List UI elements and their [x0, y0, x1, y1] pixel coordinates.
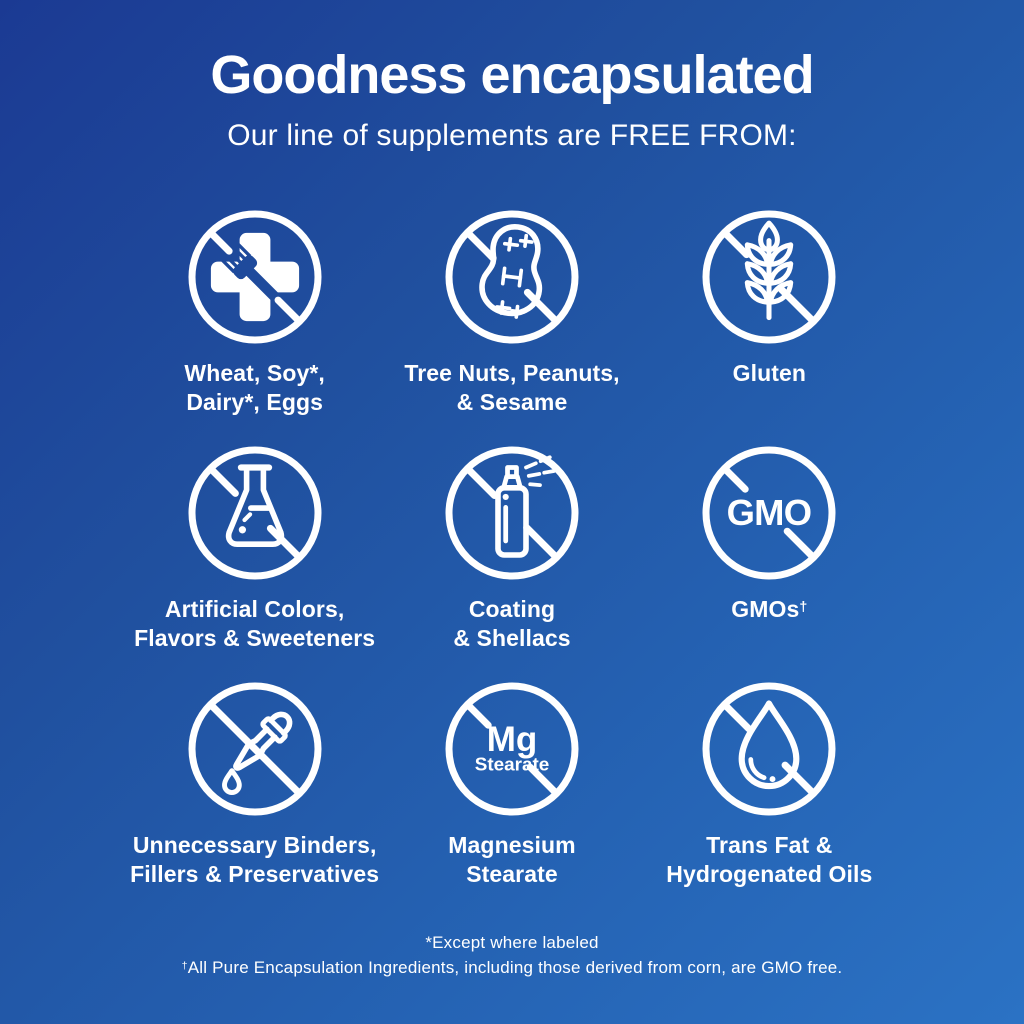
grid-item-tree-nuts-peanuts-sesame: Tree Nuts, Peanuts, & Sesame: [383, 207, 640, 417]
grid-item-label: Trans Fat & Hydrogenated Oils: [666, 832, 873, 888]
grid-item-gluten: Gluten: [641, 207, 898, 417]
page-title: Goodness encapsulated: [210, 45, 814, 105]
no-trans-fat-icon: [702, 682, 836, 816]
mg-icon-text: Mg: [487, 720, 538, 759]
grid-item-gmos: GMO GMOs†: [641, 443, 898, 653]
footnotes: *Except where labeled †All Pure Encapsul…: [0, 933, 1024, 978]
grid-item-binders-fillers: Unnecessary Binders, Fillers & Preservat…: [126, 679, 383, 889]
grid-item-label: Wheat, Soy*, Dairy*, Eggs: [184, 360, 325, 416]
free-from-grid: Wheat, Soy*, Dairy*, Eggs: [126, 207, 898, 889]
no-gluten-icon: [702, 210, 836, 344]
no-artificial-colors-icon: [188, 446, 322, 580]
no-coating-shellacs-icon: [445, 446, 579, 580]
grid-item-label: Artificial Colors, Flavors & Sweeteners: [134, 596, 376, 652]
no-binders-fillers-icon: [188, 682, 322, 816]
grid-item-coating-shellacs: Coating & Shellacs: [383, 443, 640, 653]
no-gmo-icon: GMO: [702, 446, 836, 580]
footnote-asterisk: *Except where labeled: [425, 933, 599, 953]
grid-item-magnesium-stearate: Mg Stearate Magnesium Stearate: [383, 679, 640, 889]
gmo-icon-text: GMO: [727, 492, 812, 533]
grid-item-trans-fat: Trans Fat & Hydrogenated Oils: [641, 679, 898, 889]
grid-item-label: Tree Nuts, Peanuts, & Sesame: [404, 360, 620, 416]
no-tree-nuts-peanuts-sesame-icon: [445, 210, 579, 344]
grid-item-label: Unnecessary Binders, Fillers & Preservat…: [130, 832, 380, 888]
grid-item-label: Magnesium Stearate: [448, 832, 576, 888]
grid-item-label: GMOs†: [731, 596, 808, 623]
grid-item-wheat-soy-dairy-eggs: Wheat, Soy*, Dairy*, Eggs: [126, 207, 383, 417]
footnote-dagger: †All Pure Encapsulation Ingredients, inc…: [181, 958, 843, 978]
page-subtitle: Our line of supplements are FREE FROM:: [227, 119, 797, 153]
no-wheat-soy-dairy-eggs-icon: [188, 210, 322, 344]
no-magnesium-stearate-icon: Mg Stearate: [445, 682, 579, 816]
grid-item-label: Coating & Shellacs: [453, 596, 571, 652]
grid-item-label: Gluten: [732, 360, 807, 387]
mg-stearate-icon-text: Stearate: [475, 755, 550, 776]
grid-item-artificial-colors: Artificial Colors, Flavors & Sweeteners: [126, 443, 383, 653]
